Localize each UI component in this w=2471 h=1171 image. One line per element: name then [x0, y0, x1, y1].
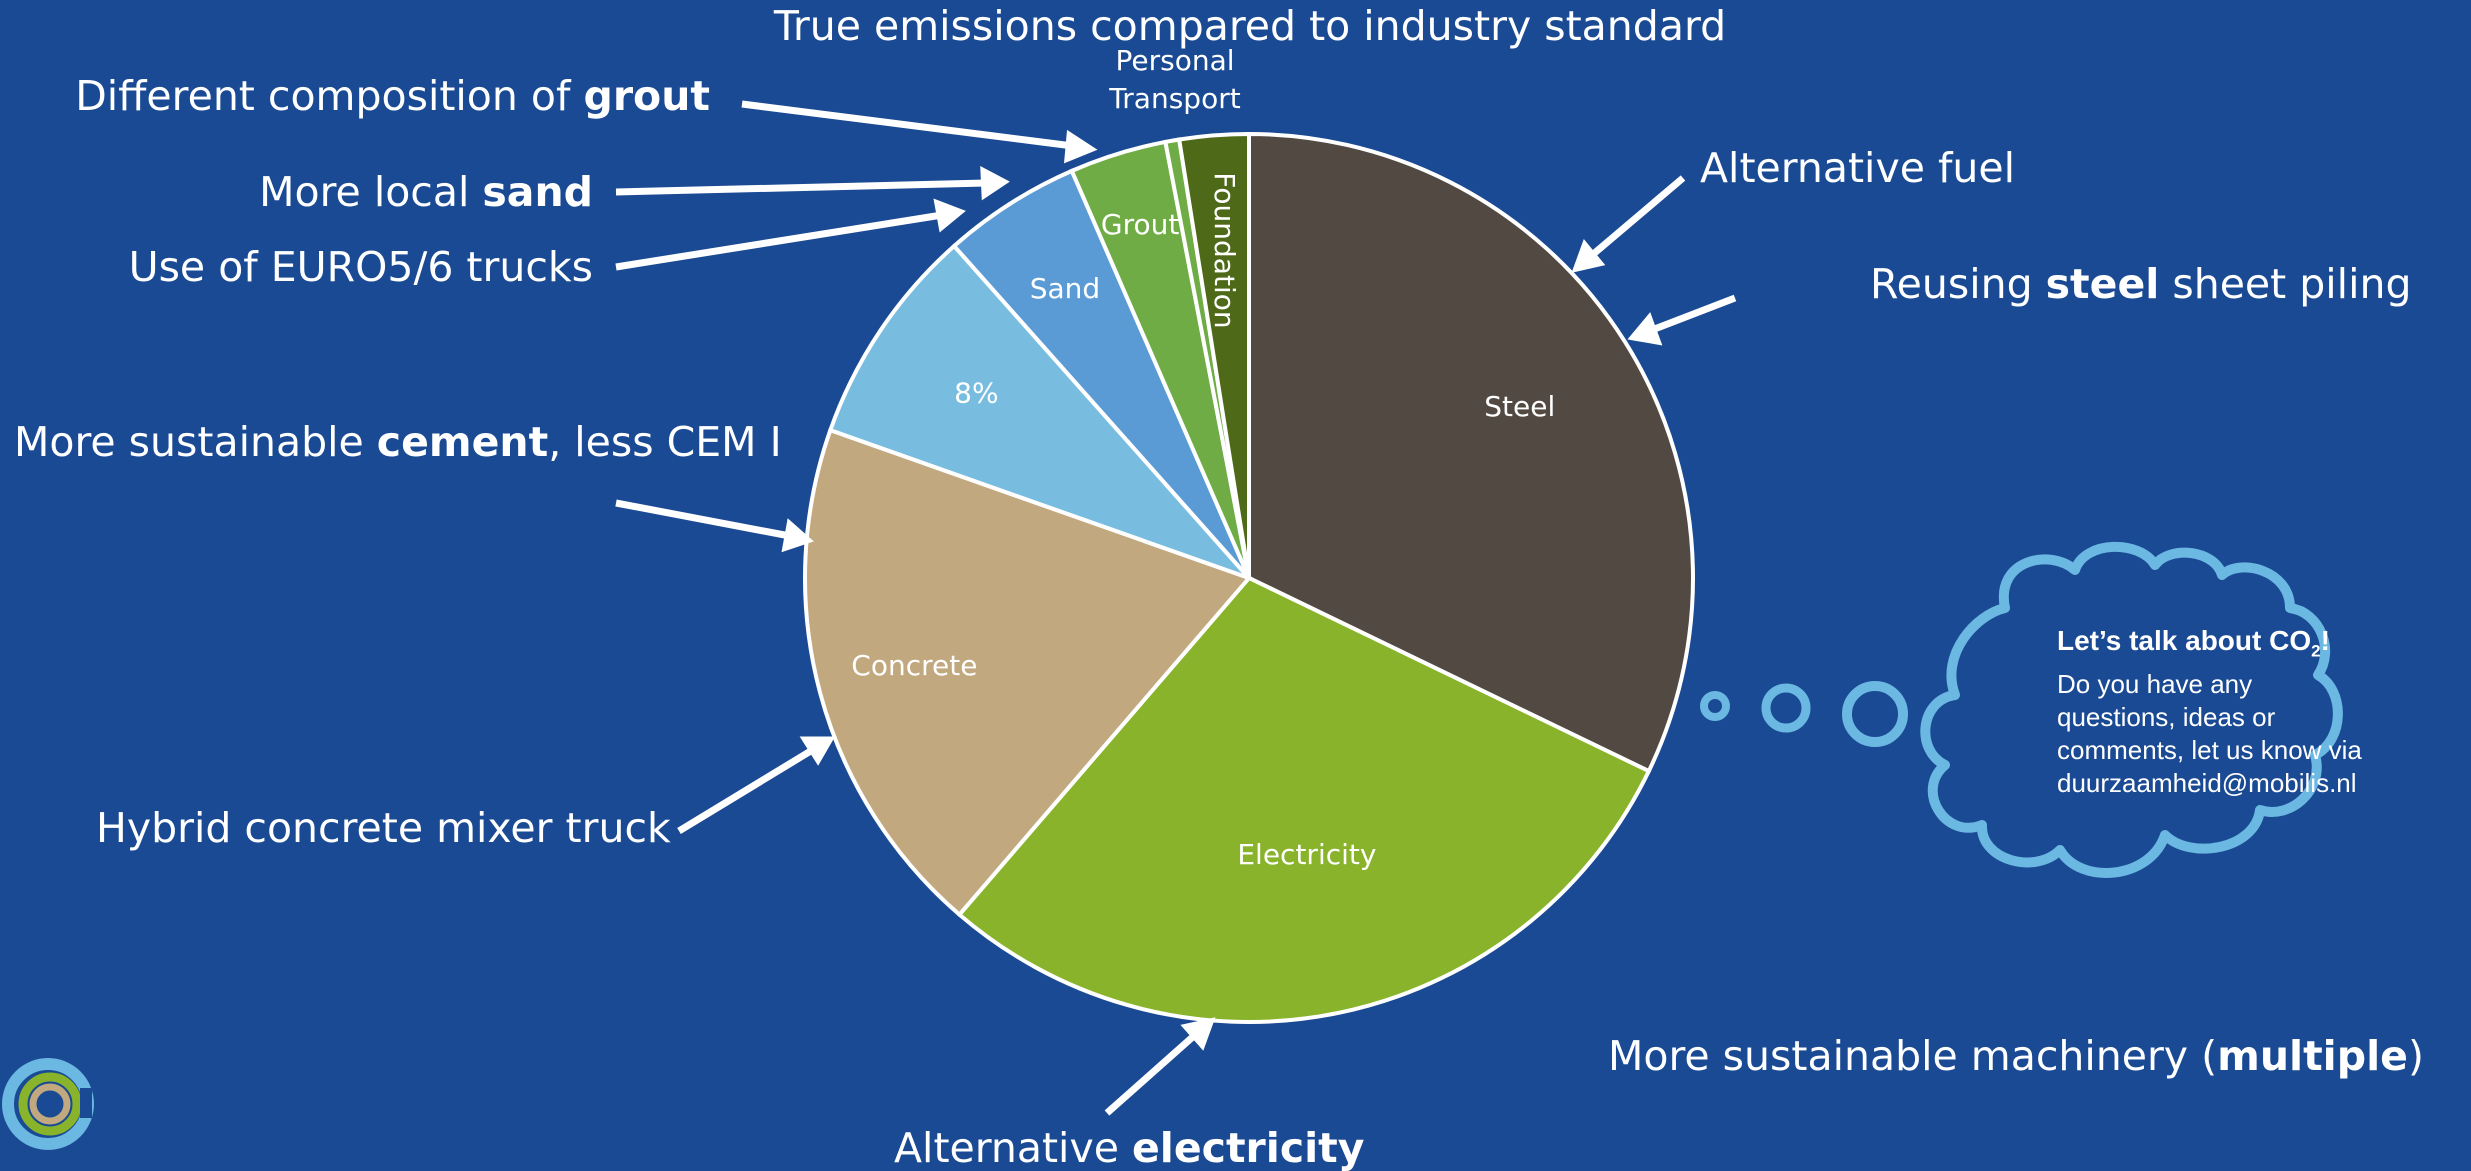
arrow-electricity-head: [1180, 1017, 1216, 1051]
slice-label-steel: Steel: [1484, 390, 1555, 423]
arrow-fuel-head: [1571, 239, 1606, 273]
pie-slice-unlabeled-3: [827, 243, 1251, 580]
thought-bubble-small: [1700, 691, 1730, 721]
slice-label-8-: 8%: [954, 377, 998, 410]
arrow-steel-head: [1627, 312, 1663, 346]
cloud-email[interactable]: duurzaamheid@mobilis.nl: [2057, 767, 2357, 798]
pie-slice-foundation-7: [1176, 131, 1251, 579]
arrow-steel: [1650, 294, 1737, 334]
cloud-message: Let’s talk about CO2! Do you have any qu…: [2057, 624, 2387, 800]
annotation-steel: Reusing steel sheet piling: [1870, 260, 2412, 308]
annotation-grout: Different composition of grout: [75, 72, 710, 120]
cloud-line-3: comments, let us know via: [2057, 734, 2362, 765]
arrow-cement-head: [781, 518, 814, 553]
cloud-line-2: questions, ideas or: [2057, 701, 2276, 732]
arrow-grout: [741, 100, 1074, 150]
thought-cloud: [1700, 541, 2343, 878]
arrow-trucks: [615, 211, 943, 271]
chart-title: True emissions compared to industry stan…: [773, 2, 1727, 50]
annotation-cement: More sustainable cement, less CEM I: [14, 418, 782, 466]
annotation-electricity: Alternative electricity: [894, 1124, 1365, 1171]
slice-label-grout: Grout: [1101, 208, 1179, 241]
pie-slice-electricity-1: [956, 575, 1652, 1024]
arrow-sand: [615, 179, 987, 196]
annotation-fuel: Alternative fuel: [1700, 144, 2016, 192]
thought-bubble-large: [1842, 681, 1908, 747]
annotation-trucks: Use of EURO5/6 trucks: [128, 243, 593, 291]
annotation-sand: More local sand: [259, 168, 593, 216]
arrow-electricity: [1104, 1031, 1199, 1116]
slice-label-foundation: Foundation: [1208, 172, 1241, 328]
annotation-machinery: More sustainable machinery (multiple): [1608, 1032, 2424, 1080]
arrow-grout-head: [1063, 129, 1098, 164]
slice-label-concrete: Concrete: [851, 649, 977, 682]
cloud-outline: [1920, 541, 2343, 878]
pie-slice-steel-0: [1247, 131, 1695, 774]
arrow-mixer: [677, 746, 816, 834]
annotation-mixer: Hybrid concrete mixer truck: [96, 804, 671, 852]
cloud-heading: Let’s talk about CO2!: [2057, 625, 2330, 661]
company-ring-logo-icon: [2, 1058, 94, 1150]
pie-slice-concrete-2: [803, 427, 1253, 918]
arrow-fuel: [1588, 175, 1686, 259]
cloud-line-1: Do you have any: [2057, 668, 2253, 699]
slice-label-electricity: Electricity: [1237, 838, 1376, 871]
arrow-sand-head: [980, 166, 1010, 201]
outside-label-personal-transport: Personal Transport: [1108, 44, 1240, 115]
arrow-mixer-head: [799, 736, 836, 766]
arrow-trucks-head: [933, 198, 966, 233]
thought-bubble-medium: [1761, 683, 1811, 733]
slice-label-sand: Sand: [1030, 272, 1100, 305]
arrow-cement: [615, 499, 791, 540]
